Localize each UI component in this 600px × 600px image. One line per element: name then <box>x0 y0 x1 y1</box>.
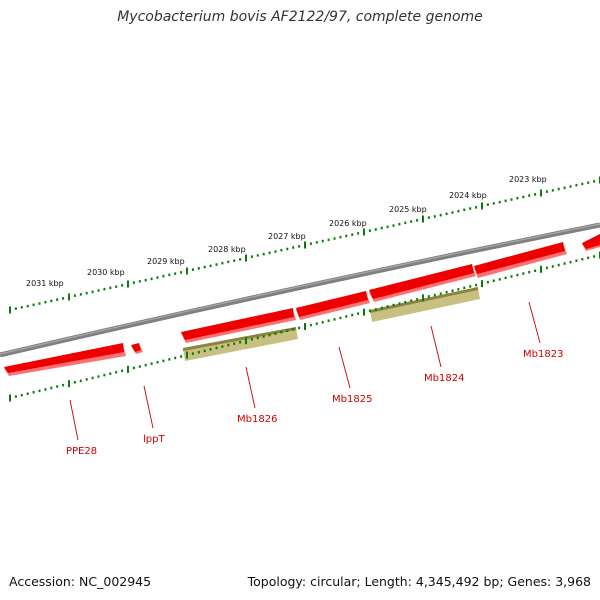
gene-label-lppt: lppT <box>143 434 165 445</box>
leader-mb1824 <box>430 325 442 368</box>
map-title: Mycobacterium bovis AF2122/97, complete … <box>117 9 483 25</box>
scale-label-2031: 2031 kbp <box>26 279 64 288</box>
gene-label-mb1823: Mb1823 <box>523 349 563 360</box>
gene-arrow-mb1823-right <box>582 234 600 251</box>
scale-label-2028: 2028 kbp <box>208 245 246 254</box>
gene-label-mb1826: Mb1826 <box>237 414 277 425</box>
gene-arrow-ppe28 <box>4 343 126 376</box>
gene-label-ppe28: PPE28 <box>66 446 97 457</box>
leader-mb1825 <box>338 346 351 389</box>
topology-text: Topology: circular; Length: 4,345,492 bp… <box>247 574 591 589</box>
scale-label-2025: 2025 kbp <box>389 205 427 214</box>
gene-arrow-mb1825 <box>296 291 370 320</box>
gene-label-mb1825: Mb1825 <box>332 394 372 405</box>
accession-label: Accession: <box>9 574 76 589</box>
gene-arrow-mb1823 <box>474 242 567 278</box>
label-leader-lines <box>69 301 541 441</box>
inner-tick-track <box>9 251 600 402</box>
genome-backbone-highlight <box>0 223 600 355</box>
scale-label-2024: 2024 kbp <box>449 191 487 200</box>
scale-label-2023: 2023 kbp <box>509 175 547 184</box>
scale-label-2030: 2030 kbp <box>87 268 125 277</box>
gene-label-mb1824: Mb1824 <box>424 373 464 384</box>
outer-tick-track <box>9 176 600 314</box>
gene-labels: Mb1823 Mb1824 Mb1825 Mb1826 lppT PPE28 <box>66 349 563 457</box>
accession-text: Accession: NC_002945 <box>9 574 151 589</box>
scale-labels: 2023 kbp 2024 kbp 2025 kbp 2026 kbp 2027… <box>26 175 547 288</box>
genome-backbone <box>0 222 600 358</box>
scale-label-2029: 2029 kbp <box>147 257 185 266</box>
gene-arrow-mb1826 <box>181 308 296 343</box>
gene-arrows <box>4 234 600 376</box>
accession-value: NC_002945 <box>79 574 152 589</box>
gene-arrow-mb1824 <box>369 264 476 302</box>
scale-label-2027: 2027 kbp <box>268 232 306 241</box>
leader-lppt <box>143 385 154 429</box>
gene-arrow-lppt <box>131 343 143 354</box>
leader-mb1823 <box>528 301 541 344</box>
scale-label-2026: 2026 kbp <box>329 219 367 228</box>
leader-ppe28 <box>69 399 79 441</box>
leader-mb1826 <box>245 366 256 409</box>
